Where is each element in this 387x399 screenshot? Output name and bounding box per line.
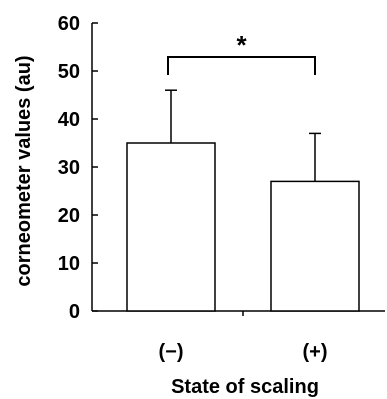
y-tick-label: 60 — [58, 13, 80, 35]
y-tick-label: 50 — [58, 61, 80, 83]
labels: 0 10 20 30 40 50 60 (−) (+) — [58, 13, 328, 363]
y-tick-label: 20 — [58, 205, 80, 227]
x-axis-title: State of scaling — [171, 376, 319, 398]
y-tick-label: 30 — [58, 157, 80, 179]
y-axis-title: corneometer values (au) — [13, 55, 35, 286]
bar — [270, 180, 360, 312]
x-tick-label: (−) — [159, 341, 184, 363]
y-tick-label: 0 — [69, 301, 80, 323]
bar — [126, 142, 216, 312]
bracket-line — [167, 56, 316, 75]
y-tick-label: 10 — [58, 253, 80, 275]
significance-bracket — [167, 56, 316, 75]
y-tick-label: 40 — [58, 109, 80, 131]
bars — [126, 142, 360, 312]
significance-star: * — [236, 30, 247, 60]
error-bars — [165, 89, 321, 182]
x-tick-label: (+) — [303, 341, 328, 363]
